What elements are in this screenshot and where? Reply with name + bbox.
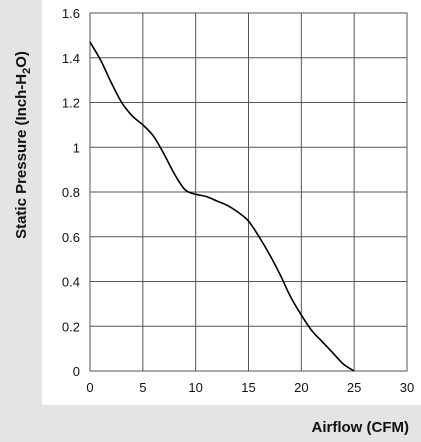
y-tick-label: 0.4 bbox=[62, 275, 80, 290]
y-tick-label: 1 bbox=[73, 140, 80, 155]
x-tick-label: 0 bbox=[86, 380, 93, 395]
plot-frame bbox=[89, 12, 408, 372]
y-tick-label: 0.2 bbox=[62, 319, 80, 334]
x-tick-label: 25 bbox=[347, 380, 361, 395]
y-tick-labels: 0 0.2 0.4 0.6 0.8 1 1.2 1.4 1.6 bbox=[62, 6, 80, 379]
x-tick-label: 15 bbox=[241, 380, 255, 395]
y-axis-title-subscript: 2 bbox=[21, 68, 33, 74]
x-tick-label: 5 bbox=[139, 380, 146, 395]
xlabel-band bbox=[42, 405, 421, 442]
y-axis-title-main: Static Pressure (Inch-H bbox=[13, 74, 30, 239]
y-tick-label: 1.2 bbox=[62, 96, 80, 111]
y-axis-title: Static Pressure (Inch-H2O) bbox=[13, 51, 33, 239]
y-tick-label: 0 bbox=[73, 364, 80, 379]
series-line bbox=[89, 41, 355, 372]
grid bbox=[89, 12, 408, 372]
y-tick-label: 1.6 bbox=[62, 6, 80, 21]
y-tick-label: 1.4 bbox=[62, 51, 80, 66]
y-tick-label: 0.6 bbox=[62, 230, 80, 245]
x-axis-title: Airflow (CFM) bbox=[312, 419, 409, 436]
x-tick-label: 20 bbox=[294, 380, 308, 395]
y-axis-title-tail: O) bbox=[13, 51, 30, 68]
y-tick-label: 0.8 bbox=[62, 185, 80, 200]
x-tick-label: 10 bbox=[188, 380, 202, 395]
x-tick-label: 30 bbox=[400, 380, 414, 395]
ylabel-band bbox=[0, 0, 42, 442]
x-tick-labels: 0 5 10 15 20 25 30 bbox=[86, 380, 414, 395]
